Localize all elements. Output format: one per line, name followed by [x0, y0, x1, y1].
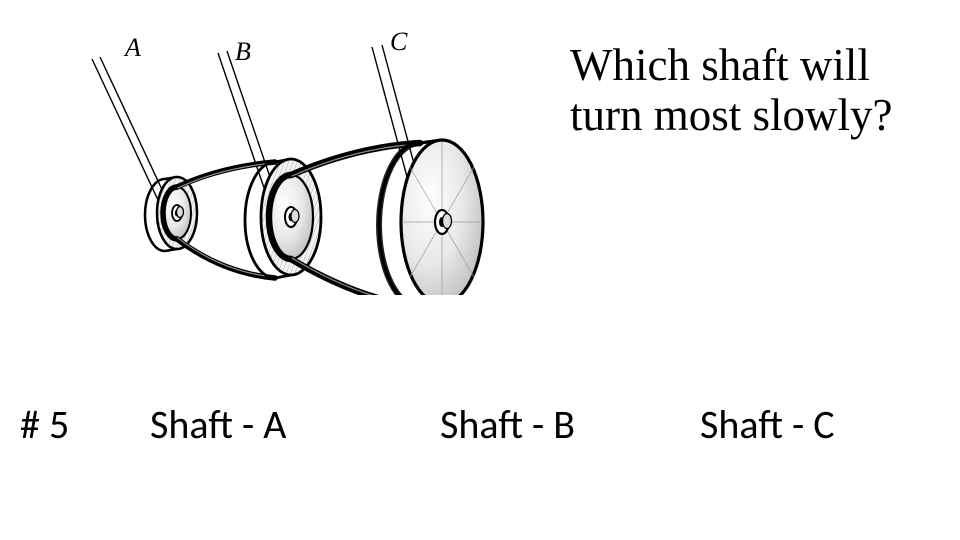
pulley-label-c: C	[390, 27, 407, 57]
pulley-svg	[70, 25, 520, 295]
option-c[interactable]: Shaft - C	[700, 400, 835, 449]
pulley-label-a: A	[125, 33, 141, 63]
pulley-diagram: A B C	[70, 25, 520, 295]
answer-row: # 5 Shaft - A Shaft - B Shaft - C	[0, 400, 960, 460]
pulley-label-b: B	[235, 37, 251, 67]
option-a[interactable]: Shaft - A	[150, 400, 286, 449]
pulley-c	[379, 140, 483, 295]
question-text: Which shaft will turn most slowly?	[570, 40, 940, 141]
option-b[interactable]: Shaft - B	[440, 400, 575, 449]
question-number: # 5	[20, 400, 69, 449]
